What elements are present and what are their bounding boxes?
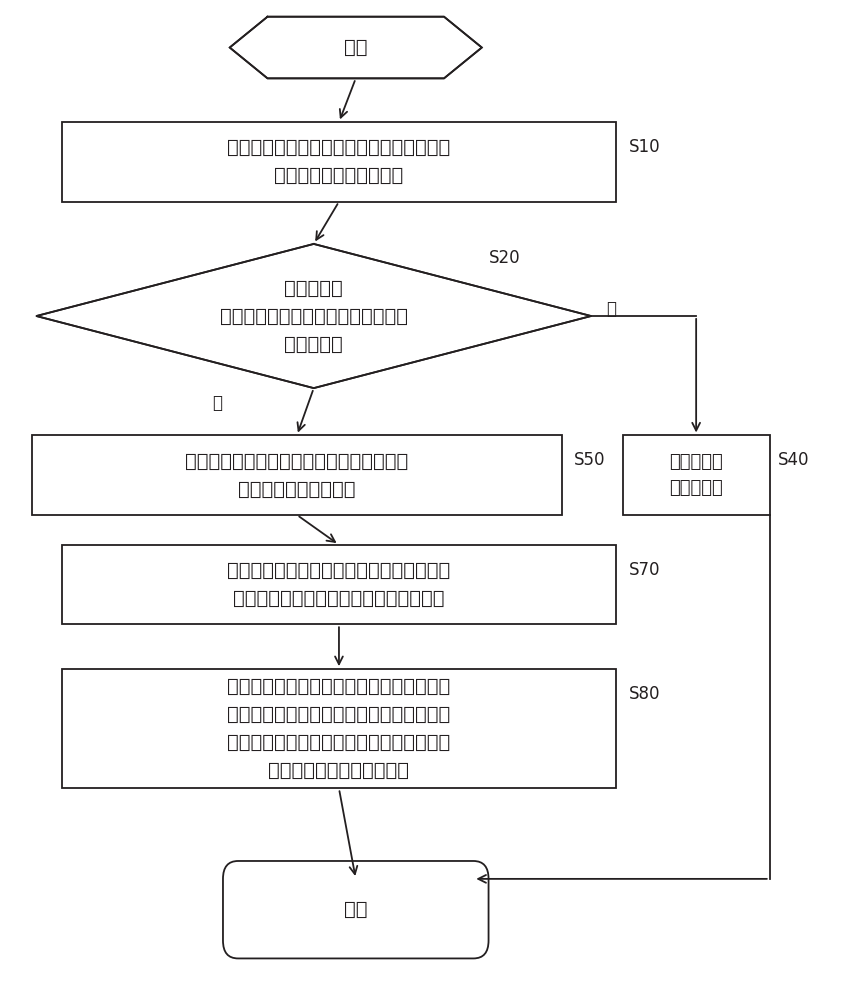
FancyBboxPatch shape (623, 435, 770, 515)
FancyBboxPatch shape (223, 861, 488, 958)
Text: 根据接收到的瞬时速度值计算移动终端在竖
直方向上的跌落距离参数或跌落时间参数: 根据接收到的瞬时速度值计算移动终端在竖 直方向上的跌落距离参数或跌落时间参数 (228, 561, 451, 608)
FancyBboxPatch shape (62, 669, 616, 788)
Text: S70: S70 (629, 561, 661, 579)
Polygon shape (230, 17, 482, 78)
Polygon shape (36, 244, 591, 388)
Text: 当所述跌落距离参数大于或等于预设距离阈
值，或所述跌落时间参数大于或等于预设时
间阈值时，向所述硬关机电路模块发送关机
指令以切断移动终端的电源: 当所述跌落距离参数大于或等于预设距离阈 值，或所述跌落时间参数大于或等于预设时 … (228, 677, 451, 780)
Text: 否: 否 (607, 300, 616, 318)
Text: S40: S40 (778, 451, 810, 469)
Text: S20: S20 (488, 249, 520, 267)
FancyBboxPatch shape (62, 545, 616, 624)
Text: 是: 是 (212, 394, 222, 412)
Text: 判断接收到
的瞬间加速度值是否大于或等于预设
加速度阈值: 判断接收到 的瞬间加速度值是否大于或等于预设 加速度阈值 (220, 279, 408, 354)
Text: 接收速度传感器实时侦测到的移动终端在竖
直方向上的瞬时速度值: 接收速度传感器实时侦测到的移动终端在竖 直方向上的瞬时速度值 (185, 452, 409, 499)
FancyBboxPatch shape (62, 122, 616, 202)
Text: 开始: 开始 (344, 38, 367, 57)
Text: S10: S10 (629, 138, 661, 156)
Text: 结束: 结束 (344, 900, 367, 919)
Text: S50: S50 (574, 451, 606, 469)
Text: S80: S80 (629, 685, 661, 703)
Text: 接收重力传感器实时侦测到的移动终端在竖
直方向上的瞬时加速度值: 接收重力传感器实时侦测到的移动终端在竖 直方向上的瞬时加速度值 (228, 138, 451, 185)
FancyBboxPatch shape (32, 435, 562, 515)
Text: 控制移动终
端正常运行: 控制移动终 端正常运行 (669, 453, 723, 497)
